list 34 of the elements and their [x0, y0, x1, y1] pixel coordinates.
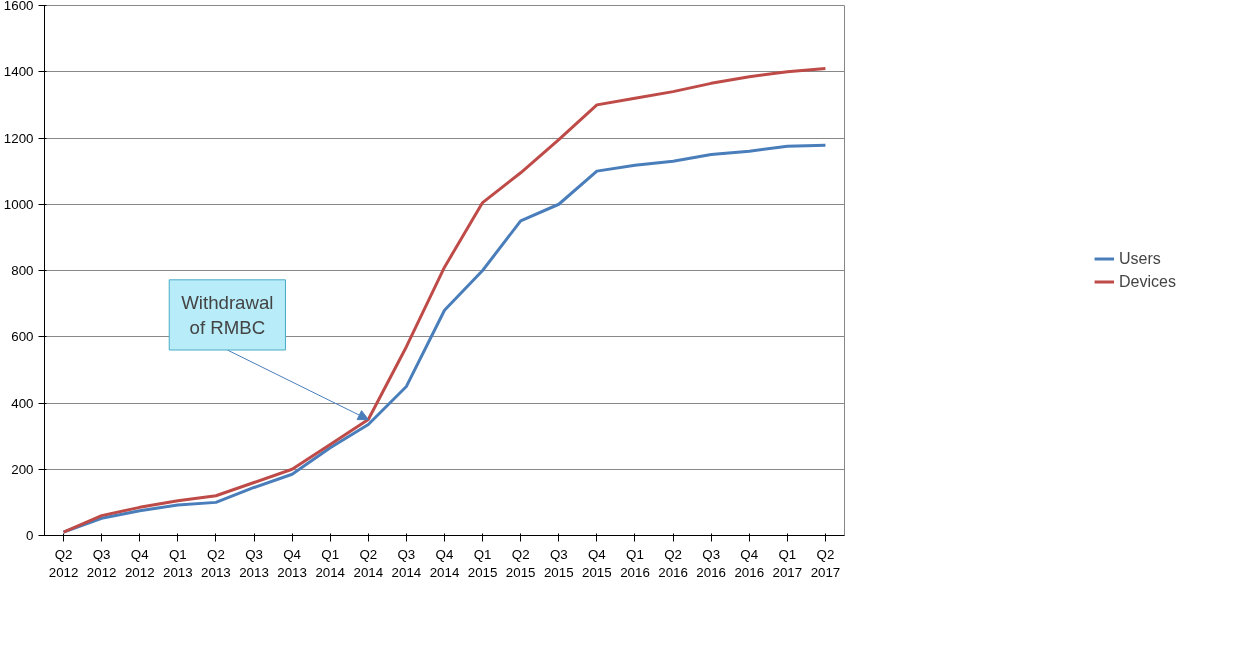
x-tick-label: Q1 2013	[163, 546, 193, 580]
x-tick-label: Q2 2013	[201, 546, 231, 580]
y-tick-label: 0	[26, 528, 34, 543]
x-tick-label: Q2 2014	[353, 546, 384, 580]
x-tick-label: Q2 2012	[48, 546, 79, 580]
x-tick-label: Q4 2015	[582, 546, 612, 580]
y-tick-label: 1000	[3, 196, 34, 212]
y-tick-label: 1600	[3, 0, 34, 13]
x-tick-label: Q4 2012	[124, 546, 155, 580]
x-tick-label: Q3 2013	[239, 546, 269, 580]
x-tick-label: Q2 2015	[505, 546, 536, 580]
annotation: Withdrawal of RMBC	[181, 291, 274, 338]
legend-label: Users	[1119, 249, 1161, 268]
x-tick-label: Q4 2016	[734, 546, 765, 580]
x-tick-label: Q1 2015	[467, 546, 498, 580]
x-tick-label: Q4 2014	[429, 546, 460, 580]
x-tick-label: Q1 2017	[772, 546, 803, 580]
x-tick-label: Q4 2013	[277, 546, 307, 580]
x-tick-label: Q3 2014	[391, 546, 422, 580]
y-tick-label: 1200	[3, 130, 34, 146]
x-tick-label: Q2 2017	[810, 546, 841, 580]
x-tick-label: Q3 2015	[543, 546, 574, 580]
y-tick-label: 400	[11, 395, 34, 411]
y-tick-label: 600	[11, 329, 34, 345]
legend-label: Devices	[1119, 272, 1176, 291]
x-tick-label: Q1 2016	[620, 546, 650, 580]
y-tick-label: 1400	[3, 64, 34, 80]
x-tick-label: Q1 2014	[315, 546, 346, 580]
x-tick-label: Q3 2016	[696, 546, 726, 580]
y-tick-label: 800	[11, 263, 34, 278]
y-tick-label: 200	[11, 461, 34, 477]
x-tick-label: Q2 2016	[658, 546, 688, 580]
line-series	[62, 66, 827, 534]
x-tick-label: Q3 2012	[86, 546, 117, 580]
